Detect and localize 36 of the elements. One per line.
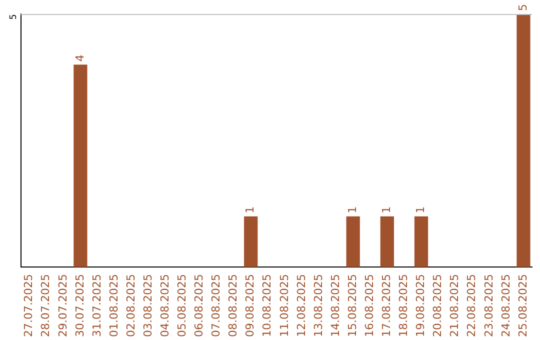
- x-tick-label: 22.08.2025: [465, 274, 478, 338]
- x-tick-label: 16.08.2025: [362, 274, 376, 338]
- x-tick-label: 24.08.2025: [499, 274, 512, 338]
- x-tick-label: 25.08.2025: [516, 274, 530, 338]
- x-tick-label: 31.07.2025: [90, 274, 104, 338]
- x-tick-label: 21.08.2025: [448, 274, 462, 338]
- x-tick-label: 11.08.2025: [278, 274, 291, 338]
- x-tick-label: 09.08.2025: [244, 274, 257, 338]
- x-tick-label: 17.08.2025: [380, 274, 394, 338]
- data-label: 4: [73, 54, 86, 62]
- x-tick-label: 06.08.2025: [192, 274, 206, 338]
- x-tick-label: 15.08.2025: [346, 274, 359, 338]
- x-tick-label: 14.08.2025: [328, 274, 342, 338]
- x-tick-label: 20.08.2025: [431, 274, 444, 338]
- x-tick-label: 18.08.2025: [397, 274, 410, 338]
- x-tick-label: 12.08.2025: [294, 274, 308, 338]
- x-tick-label: 08.08.2025: [226, 274, 240, 338]
- data-label: 1: [380, 206, 394, 214]
- x-tick-label: 27.07.2025: [22, 274, 36, 338]
- x-tick-label: 03.08.2025: [141, 274, 154, 338]
- data-label: 1: [414, 206, 428, 214]
- x-tick-label: 19.08.2025: [414, 274, 428, 338]
- x-tick-label: 23.08.2025: [482, 274, 496, 338]
- x-tick-label: 30.07.2025: [73, 274, 86, 338]
- x-tick-label: 01.08.2025: [107, 274, 120, 338]
- data-label: 1: [346, 206, 359, 214]
- x-tick-label: 05.08.2025: [176, 274, 189, 338]
- x-tick-label: 13.08.2025: [312, 274, 325, 338]
- x-tick-label: 02.08.2025: [124, 274, 138, 338]
- x-tick-label: 04.08.2025: [158, 274, 172, 338]
- x-tick-label: 07.08.2025: [210, 274, 223, 338]
- data-label: 5: [516, 4, 530, 11]
- data-label: 1: [244, 206, 257, 214]
- x-tick-label: 29.07.2025: [56, 274, 70, 338]
- x-tick-label: 10.08.2025: [260, 274, 274, 338]
- x-tick-label: 28.07.2025: [39, 274, 52, 338]
